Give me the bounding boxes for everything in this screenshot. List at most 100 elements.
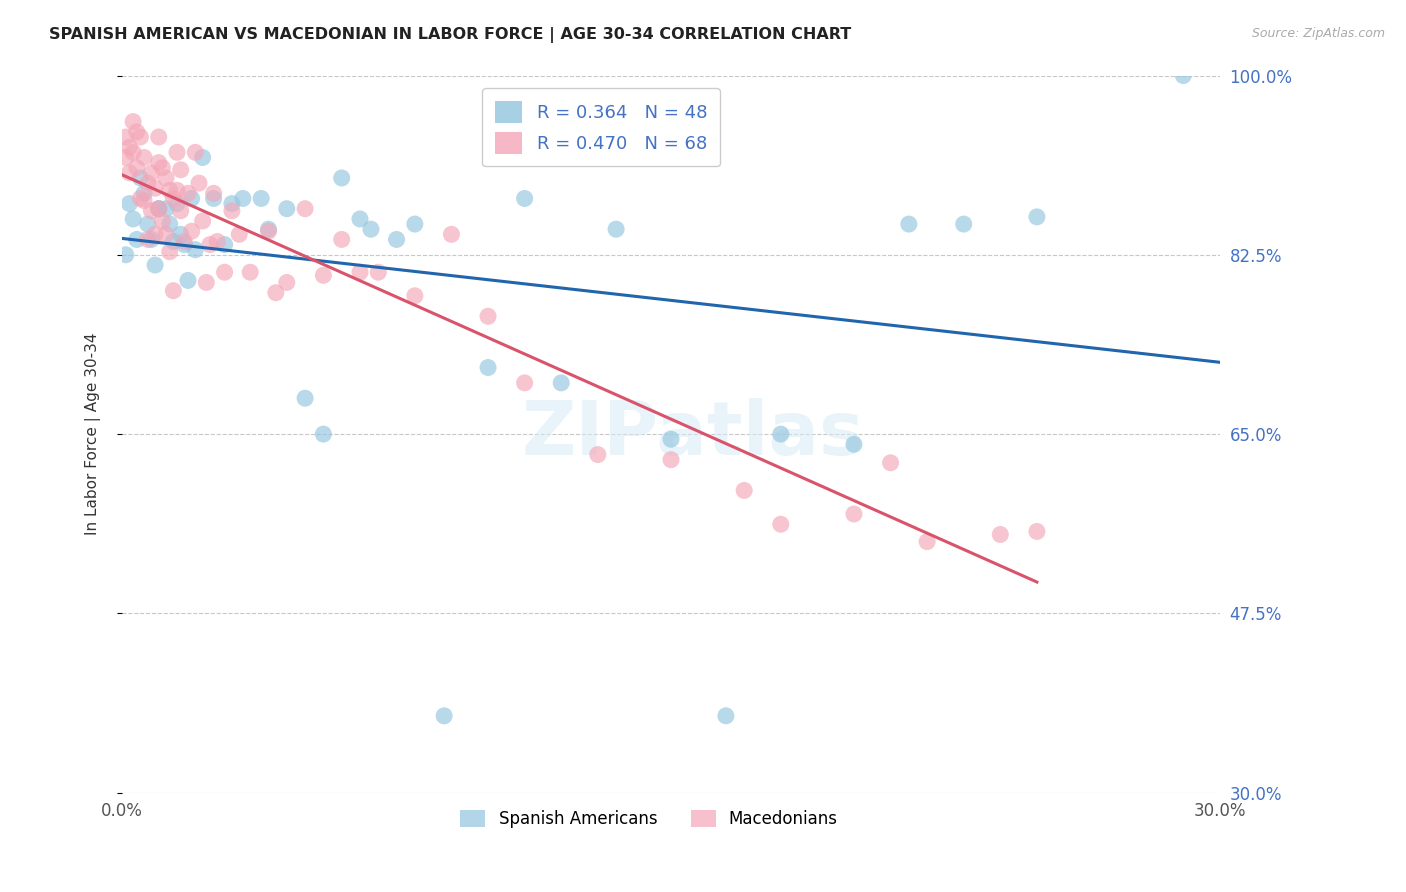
Point	[180, 224, 202, 238]
Point	[166, 183, 188, 197]
Point	[404, 289, 426, 303]
Point	[294, 202, 316, 216]
Point	[122, 211, 145, 226]
Point	[360, 222, 382, 236]
Point	[150, 214, 173, 228]
Legend: Spanish Americans, Macedonians: Spanish Americans, Macedonians	[454, 803, 845, 835]
Point	[349, 211, 371, 226]
Point	[159, 217, 181, 231]
Point	[477, 310, 499, 324]
Point	[330, 171, 353, 186]
Point	[114, 151, 136, 165]
Point	[141, 166, 163, 180]
Point	[276, 276, 298, 290]
Point	[177, 273, 200, 287]
Point	[1025, 210, 1047, 224]
Point	[173, 235, 195, 249]
Point	[257, 222, 280, 236]
Point	[195, 276, 218, 290]
Point	[170, 227, 193, 242]
Point	[294, 391, 316, 405]
Point	[433, 708, 456, 723]
Point	[155, 171, 177, 186]
Point	[118, 166, 141, 180]
Point	[136, 176, 159, 190]
Point	[136, 217, 159, 231]
Point	[404, 217, 426, 231]
Point	[184, 243, 207, 257]
Text: SPANISH AMERICAN VS MACEDONIAN IN LABOR FORCE | AGE 30-34 CORRELATION CHART: SPANISH AMERICAN VS MACEDONIAN IN LABOR …	[49, 27, 852, 43]
Point	[714, 708, 737, 723]
Point	[879, 456, 901, 470]
Point	[221, 196, 243, 211]
Point	[214, 265, 236, 279]
Point	[842, 437, 865, 451]
Point	[166, 145, 188, 160]
Point	[148, 202, 170, 216]
Point	[257, 224, 280, 238]
Text: Source: ZipAtlas.com: Source: ZipAtlas.com	[1251, 27, 1385, 40]
Point	[173, 237, 195, 252]
Point	[202, 191, 225, 205]
Point	[132, 151, 155, 165]
Point	[159, 183, 181, 197]
Point	[125, 232, 148, 246]
Point	[769, 517, 792, 532]
Point	[513, 191, 536, 205]
Point	[330, 232, 353, 246]
Point	[198, 237, 221, 252]
Point	[915, 534, 938, 549]
Point	[136, 232, 159, 246]
Point	[367, 265, 389, 279]
Point	[312, 268, 335, 283]
Point	[129, 191, 152, 205]
Point	[118, 140, 141, 154]
Point	[148, 130, 170, 145]
Point	[118, 196, 141, 211]
Point	[141, 232, 163, 246]
Point	[191, 151, 214, 165]
Point	[170, 162, 193, 177]
Point	[276, 202, 298, 216]
Point	[477, 360, 499, 375]
Point	[1173, 69, 1195, 83]
Point	[191, 214, 214, 228]
Point	[162, 284, 184, 298]
Point	[114, 248, 136, 262]
Point	[132, 186, 155, 201]
Point	[159, 244, 181, 259]
Point	[125, 161, 148, 175]
Point	[228, 227, 250, 242]
Point	[148, 202, 170, 216]
Point	[150, 161, 173, 175]
Y-axis label: In Labor Force | Age 30-34: In Labor Force | Age 30-34	[86, 333, 101, 535]
Point	[207, 235, 229, 249]
Point	[148, 202, 170, 216]
Point	[897, 217, 920, 231]
Text: ZIPatlas: ZIPatlas	[522, 398, 865, 471]
Point	[122, 145, 145, 160]
Point	[1025, 524, 1047, 539]
Point	[264, 285, 287, 300]
Point	[143, 181, 166, 195]
Point	[239, 265, 262, 279]
Point	[162, 191, 184, 205]
Point	[769, 427, 792, 442]
Point	[385, 232, 408, 246]
Point	[166, 196, 188, 211]
Point	[202, 186, 225, 201]
Point	[221, 203, 243, 218]
Point	[125, 125, 148, 139]
Point	[184, 145, 207, 160]
Point	[114, 130, 136, 145]
Point	[122, 114, 145, 128]
Point	[170, 203, 193, 218]
Point	[180, 191, 202, 205]
Point	[148, 155, 170, 169]
Point	[141, 203, 163, 218]
Point	[988, 527, 1011, 541]
Point	[132, 194, 155, 208]
Point	[214, 237, 236, 252]
Point	[659, 432, 682, 446]
Point	[155, 227, 177, 242]
